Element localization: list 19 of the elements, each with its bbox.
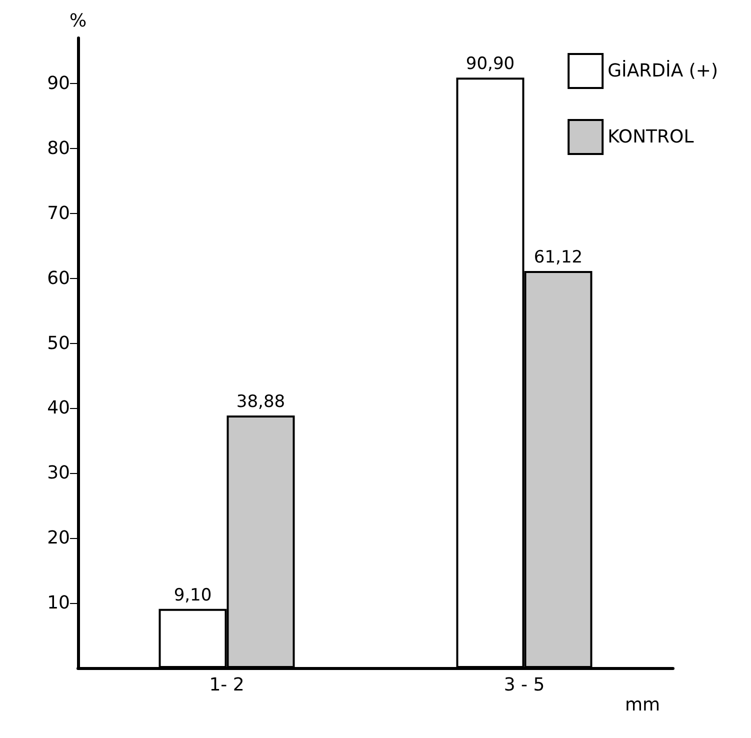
y-tick-label: 40 bbox=[47, 398, 70, 419]
x-tick-label: 3 - 5 bbox=[504, 674, 545, 696]
legend-label: GİARDİA (+) bbox=[608, 60, 718, 82]
y-tick-label: 90 bbox=[47, 72, 70, 94]
data-label: 38,88 bbox=[236, 392, 286, 412]
y-tick-label: 30 bbox=[47, 462, 70, 484]
y-tick-label: 10 bbox=[47, 592, 70, 614]
y-axis-title: % bbox=[69, 10, 87, 32]
data-label: 90,90 bbox=[466, 54, 515, 74]
y-tick-label: 20 bbox=[47, 528, 70, 549]
y-tick-label: 50 bbox=[47, 332, 70, 354]
y-tick-label: 70 bbox=[47, 202, 70, 224]
data-label: 9,10 bbox=[174, 585, 212, 606]
y-tick-label: 80 bbox=[47, 138, 70, 159]
y-tick-label: 60 bbox=[47, 268, 70, 289]
x-axis-title: mm bbox=[625, 694, 660, 716]
legend-label: KONTROL bbox=[608, 126, 694, 148]
data-label: 61,12 bbox=[534, 248, 583, 268]
x-tick-label: 1- 2 bbox=[209, 674, 244, 696]
